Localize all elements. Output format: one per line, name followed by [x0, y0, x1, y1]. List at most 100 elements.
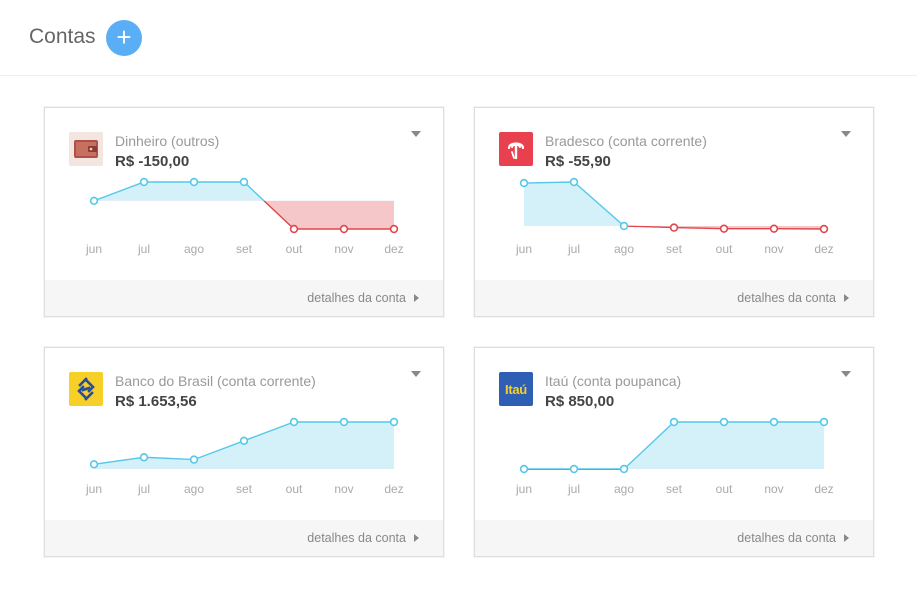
card-footer: detalhes da conta — [45, 520, 443, 556]
data-point — [619, 464, 629, 474]
account-details-link[interactable]: detalhes da conta — [307, 291, 419, 305]
positive-area — [524, 422, 824, 469]
account-card: Dinheiro (outros) R$ -150,00 jun jul ago se… — [44, 107, 444, 317]
data-point — [139, 177, 149, 187]
data-point — [239, 177, 249, 187]
positive-area — [94, 182, 394, 201]
data-point — [89, 460, 99, 469]
month-label: jun — [515, 242, 532, 256]
details-label: detalhes da conta — [737, 531, 836, 545]
month-label: nov — [764, 242, 783, 256]
card-menu-toggle[interactable] — [841, 371, 851, 377]
month-label: jul — [137, 242, 150, 256]
month-label: out — [286, 242, 303, 256]
data-point — [669, 223, 679, 232]
month-label: jun — [85, 242, 102, 256]
month-label: ago — [184, 242, 204, 256]
account-name: Itaú (conta poupanca) — [545, 373, 682, 389]
data-point — [769, 224, 779, 233]
itau-logo-text: Itaú — [505, 381, 527, 397]
month-label: out — [286, 482, 303, 496]
positive-area — [524, 182, 824, 227]
data-point — [239, 436, 249, 446]
account-balance: R$ 850,00 — [545, 393, 615, 410]
bradesco-logo-icon — [499, 132, 533, 166]
month-label: jul — [567, 482, 580, 496]
data-point — [339, 224, 349, 234]
month-label: nov — [334, 242, 353, 256]
month-label: ago — [614, 482, 634, 496]
data-point — [769, 417, 779, 427]
card-footer: detalhes da conta — [475, 520, 873, 556]
wallet-icon — [69, 132, 103, 166]
itau-logo-icon: Itaú — [499, 372, 533, 406]
month-label: jun — [515, 482, 532, 496]
account-card: Bradesco (conta corrente) R$ -55,90 jun j… — [474, 107, 874, 317]
account-details-link[interactable]: detalhes da conta — [737, 531, 849, 545]
chevron-right-icon — [414, 534, 419, 542]
card-menu-toggle[interactable] — [841, 131, 851, 137]
data-point — [189, 177, 199, 187]
data-point — [719, 417, 729, 427]
details-label: detalhes da conta — [307, 291, 406, 305]
balance-chart: jun jul ago set out nov dez — [515, 177, 834, 256]
month-label: set — [666, 242, 683, 256]
month-label: ago — [614, 242, 634, 256]
data-point — [89, 196, 99, 206]
data-point — [619, 221, 629, 231]
month-label: dez — [814, 482, 833, 496]
data-point — [669, 417, 679, 427]
data-point — [819, 224, 829, 234]
card-footer: detalhes da conta — [45, 280, 443, 316]
data-point — [289, 417, 299, 427]
page-title: Contas — [29, 25, 96, 48]
account-details-link[interactable]: detalhes da conta — [307, 531, 419, 545]
positive-area — [94, 422, 394, 469]
chevron-right-icon — [844, 294, 849, 302]
account-details-link[interactable]: detalhes da conta — [737, 291, 849, 305]
month-label: nov — [764, 482, 783, 496]
details-label: detalhes da conta — [737, 291, 836, 305]
month-label: set — [236, 482, 253, 496]
month-label: dez — [814, 242, 833, 256]
month-label: set — [236, 242, 253, 256]
chevron-right-icon — [414, 294, 419, 302]
data-point — [569, 464, 579, 474]
data-point — [519, 464, 529, 474]
month-label: dez — [384, 482, 403, 496]
data-point — [139, 453, 149, 462]
balance-chart: jun jul ago set out nov dez — [85, 417, 404, 496]
data-point — [289, 224, 299, 234]
data-point — [389, 417, 399, 427]
top-bar: Contas + — [0, 0, 917, 76]
account-name: Dinheiro (outros) — [115, 133, 220, 149]
month-label: jul — [137, 482, 150, 496]
balance-chart: jun jul ago set out nov dez — [515, 417, 834, 496]
account-card: Banco do Brasil (conta corrente) R$ 1.65… — [44, 347, 444, 557]
data-point — [389, 224, 399, 234]
month-label: nov — [334, 482, 353, 496]
month-label: ago — [184, 482, 204, 496]
banco-do-brasil-logo-icon — [69, 372, 103, 406]
chevron-right-icon — [844, 534, 849, 542]
add-account-button[interactable]: + — [106, 20, 142, 56]
card-footer: detalhes da conta — [475, 280, 873, 316]
data-point — [719, 224, 729, 233]
account-card: Itaú Itaú (conta poupanca) R$ 850,00 jun… — [474, 347, 874, 557]
data-point — [819, 417, 829, 427]
account-balance: R$ 1.653,56 — [115, 393, 197, 410]
account-name: Bradesco (conta corrente) — [545, 133, 707, 149]
data-point — [569, 177, 579, 187]
month-label: dez — [384, 242, 403, 256]
negative-area — [264, 200, 394, 229]
details-label: detalhes da conta — [307, 531, 406, 545]
balance-chart: jun jul ago set out nov dez — [85, 177, 404, 256]
month-label: out — [716, 482, 733, 496]
month-label: jul — [567, 242, 580, 256]
month-label: out — [716, 242, 733, 256]
account-balance: R$ -150,00 — [115, 153, 190, 170]
account-balance: R$ -55,90 — [545, 153, 611, 170]
card-menu-toggle[interactable] — [411, 131, 421, 137]
card-menu-toggle[interactable] — [411, 371, 421, 377]
data-point — [189, 455, 199, 464]
